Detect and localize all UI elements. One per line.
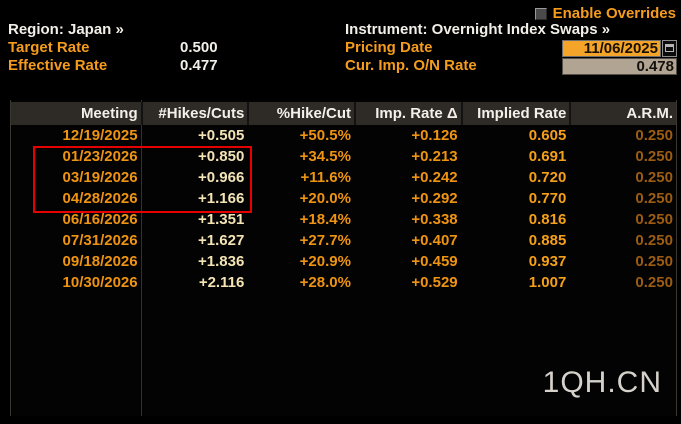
column-header: Imp. Rate Δ [353,102,461,125]
rates-table-panel: Meeting #Hikes/Cuts %Hike/Cut Imp. Rate Δ Im… [10,100,677,416]
table-row[interactable]: 12/19/2025 +0.505 +50.5% +0.126 0.605 0.250 [11,125,676,146]
table-cell: +0.338 [411,211,458,228]
table-row[interactable]: 04/28/2026 +1.166 +20.0% +0.292 0.770 0.250 [11,188,676,209]
table-cell: 1.007 [528,274,567,291]
table-cell: +1.166 [197,190,245,207]
table-cell: +20.9% [299,253,351,270]
cur-imp-on-rate-label: Cur. Imp. O/N Rate [345,57,477,74]
table-cell: 0.605 [528,127,567,144]
enable-overrides-label[interactable]: Enable Overrides [552,5,676,22]
table-row[interactable]: 09/18/2026 +1.836 +20.9% +0.459 0.937 0.250 [11,251,676,272]
table-cell: 06/16/2026 [62,211,138,228]
table-cell: 04/28/2026 [62,190,138,207]
table-cell: 0.250 [635,190,673,207]
table-cell: +0.126 [411,127,458,144]
table-cell: +0.505 [197,127,245,144]
cur-imp-on-rate-field[interactable]: 0.478 [562,58,677,75]
table-cell: +1.351 [197,211,245,228]
instrument-selector[interactable]: Instrument: Overnight Index Swaps » [345,21,611,38]
table-cell: 0.250 [635,169,673,186]
table-cell: 0.720 [528,169,567,186]
table-header-row: Meeting #Hikes/Cuts %Hike/Cut Imp. Rate Δ Im… [11,102,677,125]
enable-overrides-checkbox[interactable] [534,7,547,20]
table-row[interactable]: 01/23/2026 +0.850 +34.5% +0.213 0.691 0.250 [11,146,676,167]
table-cell: +2.116 [198,274,245,291]
table-row[interactable]: 06/16/2026 +1.351 +18.4% +0.338 0.816 0.250 [11,209,676,230]
table-cell: 0.937 [528,253,567,270]
table-cell: +1.627 [197,232,245,249]
table-cell: 12/19/2025 [62,127,138,144]
table-cell: +0.459 [411,253,458,270]
table-cell: +0.407 [411,232,458,249]
table-body: 12/19/2025 +0.505 +50.5% +0.126 0.605 0.250 01… [11,125,676,293]
table-cell: 0.250 [635,211,673,228]
table-row[interactable]: 03/19/2026 +0.966 +11.6% +0.242 0.720 0.250 [11,167,676,188]
table-cell: +34.5% [299,148,351,165]
table-cell: +20.0% [299,190,351,207]
table-cell: +50.5% [299,127,351,144]
calendar-glyph [665,44,674,52]
table-cell: 0.250 [635,253,673,270]
table-cell: 0.250 [635,274,673,291]
table-cell: +0.292 [411,190,458,207]
table-cell: +28.0% [299,274,351,291]
table-cell: +0.966 [197,169,245,186]
calendar-icon[interactable] [662,40,677,57]
table-cell: 0.691 [528,148,567,165]
target-rate-label: Target Rate [8,39,90,56]
column-header: Implied Rate [460,102,570,125]
pricing-date-label: Pricing Date [345,39,433,56]
table-cell: +0.850 [197,148,245,165]
table-cell: 0.250 [635,148,673,165]
table-cell: +18.4% [299,211,351,228]
table-cell: 09/18/2026 [62,253,138,270]
column-header: Meeting [11,102,141,125]
table-row[interactable]: 07/31/2026 +1.627 +27.7% +0.407 0.885 0.250 [11,230,676,251]
table-cell: +0.242 [411,169,458,186]
table-cell: 03/19/2026 [62,169,138,186]
column-divider [141,100,142,416]
table-cell: 0.885 [528,232,567,249]
column-header: %Hike/Cut [247,102,354,125]
table-row[interactable]: 10/30/2026 +2.116 +28.0% +0.529 1.007 0.250 [11,272,676,293]
column-header: A.R.M. [569,102,677,125]
effective-rate-value: 0.477 [180,57,218,74]
effective-rate-label: Effective Rate [8,57,108,74]
table-cell: 0.250 [635,127,673,144]
region-selector[interactable]: Region: Japan » [8,21,124,38]
table-cell: +0.529 [411,274,458,291]
table-cell: +27.7% [299,232,351,249]
table-cell: +11.6% [300,169,351,186]
table-cell: +1.836 [197,253,245,270]
column-header: #Hikes/Cuts [140,102,248,125]
table-cell: 01/23/2026 [62,148,138,165]
pricing-date-input[interactable]: 11/06/2025 [562,40,661,57]
target-rate-value: 0.500 [180,39,218,56]
table-cell: 0.250 [635,232,673,249]
table-cell: 10/30/2026 [62,274,138,291]
table-cell: 07/31/2026 [62,232,138,249]
table-cell: +0.213 [411,148,458,165]
table-cell: 0.770 [528,190,567,207]
enable-overrides-control[interactable]: Enable Overrides [534,5,676,22]
watermark: 1QH.CN [542,366,662,399]
table-cell: 0.816 [528,211,567,228]
